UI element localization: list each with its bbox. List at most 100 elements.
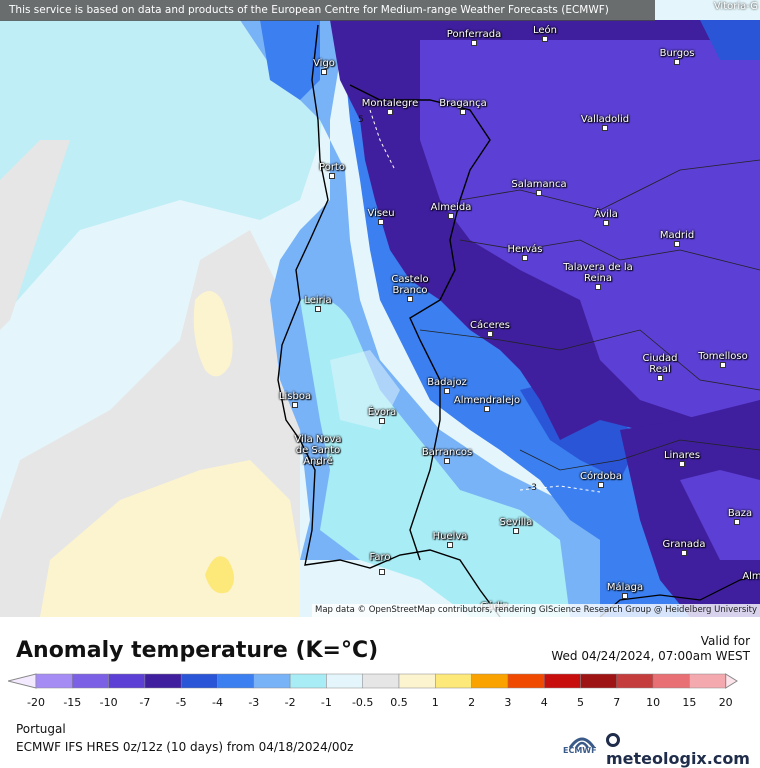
city-label: Alm — [742, 571, 760, 582]
city-dot — [379, 569, 385, 575]
scale-swatch — [435, 673, 472, 689]
city-label: Baza — [727, 508, 753, 519]
city-label: Viseu — [367, 208, 395, 219]
scale-swatch — [507, 673, 545, 689]
color-scale-bar — [8, 673, 738, 689]
city-label: Almeida — [430, 202, 472, 213]
city-dot — [292, 402, 298, 408]
city-label: Ávila — [594, 209, 618, 220]
city-label: Madrid — [659, 230, 695, 241]
city-label: Lisboa — [278, 391, 312, 402]
city-label: Cáceres — [469, 320, 511, 331]
city-label: Montalegre — [361, 98, 419, 109]
city-dot — [444, 458, 450, 464]
city-dot — [444, 388, 450, 394]
city-label: Bragança — [439, 98, 487, 109]
city-dot — [447, 542, 453, 548]
city-dot — [448, 213, 454, 219]
city-dot — [315, 306, 321, 312]
scale-swatch — [689, 673, 726, 689]
city-dot — [681, 550, 687, 556]
contour-label: 5 — [358, 115, 364, 125]
city-dot — [387, 109, 393, 115]
map-view[interactable]: This service is based on data and produc… — [0, 0, 760, 617]
city-dot — [379, 418, 385, 424]
city-label: Córdoba — [580, 471, 622, 482]
city-dot — [602, 125, 608, 131]
scale-tick-label: -2 — [284, 696, 296, 709]
city-dot — [674, 241, 680, 247]
scale-tick-label: -15 — [63, 696, 82, 709]
scale-swatch — [144, 673, 182, 689]
scale-tick-label: 15 — [682, 696, 697, 709]
city-label: Salamanca — [511, 179, 567, 190]
city-dot — [484, 406, 490, 412]
city-dot — [471, 40, 477, 46]
city-dot — [315, 460, 321, 466]
city-dot — [378, 219, 384, 225]
anomaly-map — [0, 0, 760, 617]
city-label: Talavera de la Reina — [563, 262, 633, 284]
city-dot — [595, 284, 601, 290]
city-label: Tomelloso — [698, 351, 748, 362]
city-label: Évora — [367, 407, 397, 418]
city-label: Vila Nova de Santo André — [294, 434, 342, 467]
map-attribution: Map data © OpenStreetMap contributors, r… — [312, 604, 760, 617]
scale-swatch — [72, 673, 109, 689]
city-dot — [622, 593, 628, 599]
ecmwf-logo — [568, 737, 596, 749]
model-info: ECMWF IFS HRES 0z/12z (10 days) from 04/… — [16, 740, 354, 754]
valid-label: Valid for — [700, 634, 750, 648]
city-dot — [734, 519, 740, 525]
scale-tick-label: 7 — [613, 696, 621, 709]
city-label: Ciudad Real — [642, 353, 678, 375]
scale-swatch — [543, 673, 581, 689]
city-dot — [487, 331, 493, 337]
city-dot — [598, 482, 604, 488]
scale-tick-label: -7 — [139, 696, 151, 709]
city-dot — [657, 375, 663, 381]
city-dot — [513, 528, 519, 534]
city-label: Linares — [663, 450, 701, 461]
scale-swatch — [580, 673, 618, 689]
city-dot — [720, 362, 726, 368]
city-label: Almendralejo — [453, 395, 521, 406]
city-label: Huelva — [432, 531, 468, 542]
city-dot — [329, 173, 335, 179]
city-dot — [603, 220, 609, 226]
data-source-banner: This service is based on data and produc… — [0, 0, 655, 21]
scale-tick-label: 3 — [504, 696, 512, 709]
scale-tick-label: -3 — [248, 696, 260, 709]
scale-swatch — [398, 673, 436, 689]
scale-underflow — [8, 673, 37, 689]
city-label-vitoria: Vitoria-G — [713, 1, 758, 12]
city-dot — [674, 59, 680, 65]
city-label: Ponferrada — [446, 29, 502, 40]
brand-logo[interactable]: meteologix.com — [606, 730, 760, 768]
scale-tick-label: 0.5 — [390, 696, 408, 709]
scale-tick-label: 1 — [431, 696, 439, 709]
scale-tick-label: 4 — [540, 696, 548, 709]
city-label: Barrancos — [421, 447, 473, 458]
scale-swatch — [180, 673, 218, 689]
scale-overflow — [725, 673, 738, 689]
city-label: Castelo Branco — [391, 274, 429, 296]
scale-tick-label: -10 — [99, 696, 118, 709]
scale-swatch — [652, 673, 690, 689]
scale-swatch — [108, 673, 146, 689]
scale-tick-label: -5 — [175, 696, 187, 709]
scale-tick-label: 10 — [646, 696, 661, 709]
scale-swatch — [616, 673, 654, 689]
scale-tick-label: 20 — [718, 696, 733, 709]
scale-swatch — [362, 673, 400, 689]
city-label: Valladolid — [580, 114, 630, 125]
brand-text: meteologix.com — [606, 749, 750, 768]
city-dot — [407, 296, 413, 302]
city-dot — [542, 36, 548, 42]
scale-swatch — [326, 673, 363, 689]
scale-tick-label: -1 — [320, 696, 332, 709]
city-dot — [679, 461, 685, 467]
city-label: Faro — [369, 552, 391, 563]
city-label: Porto — [319, 162, 345, 173]
city-dot — [321, 69, 327, 75]
